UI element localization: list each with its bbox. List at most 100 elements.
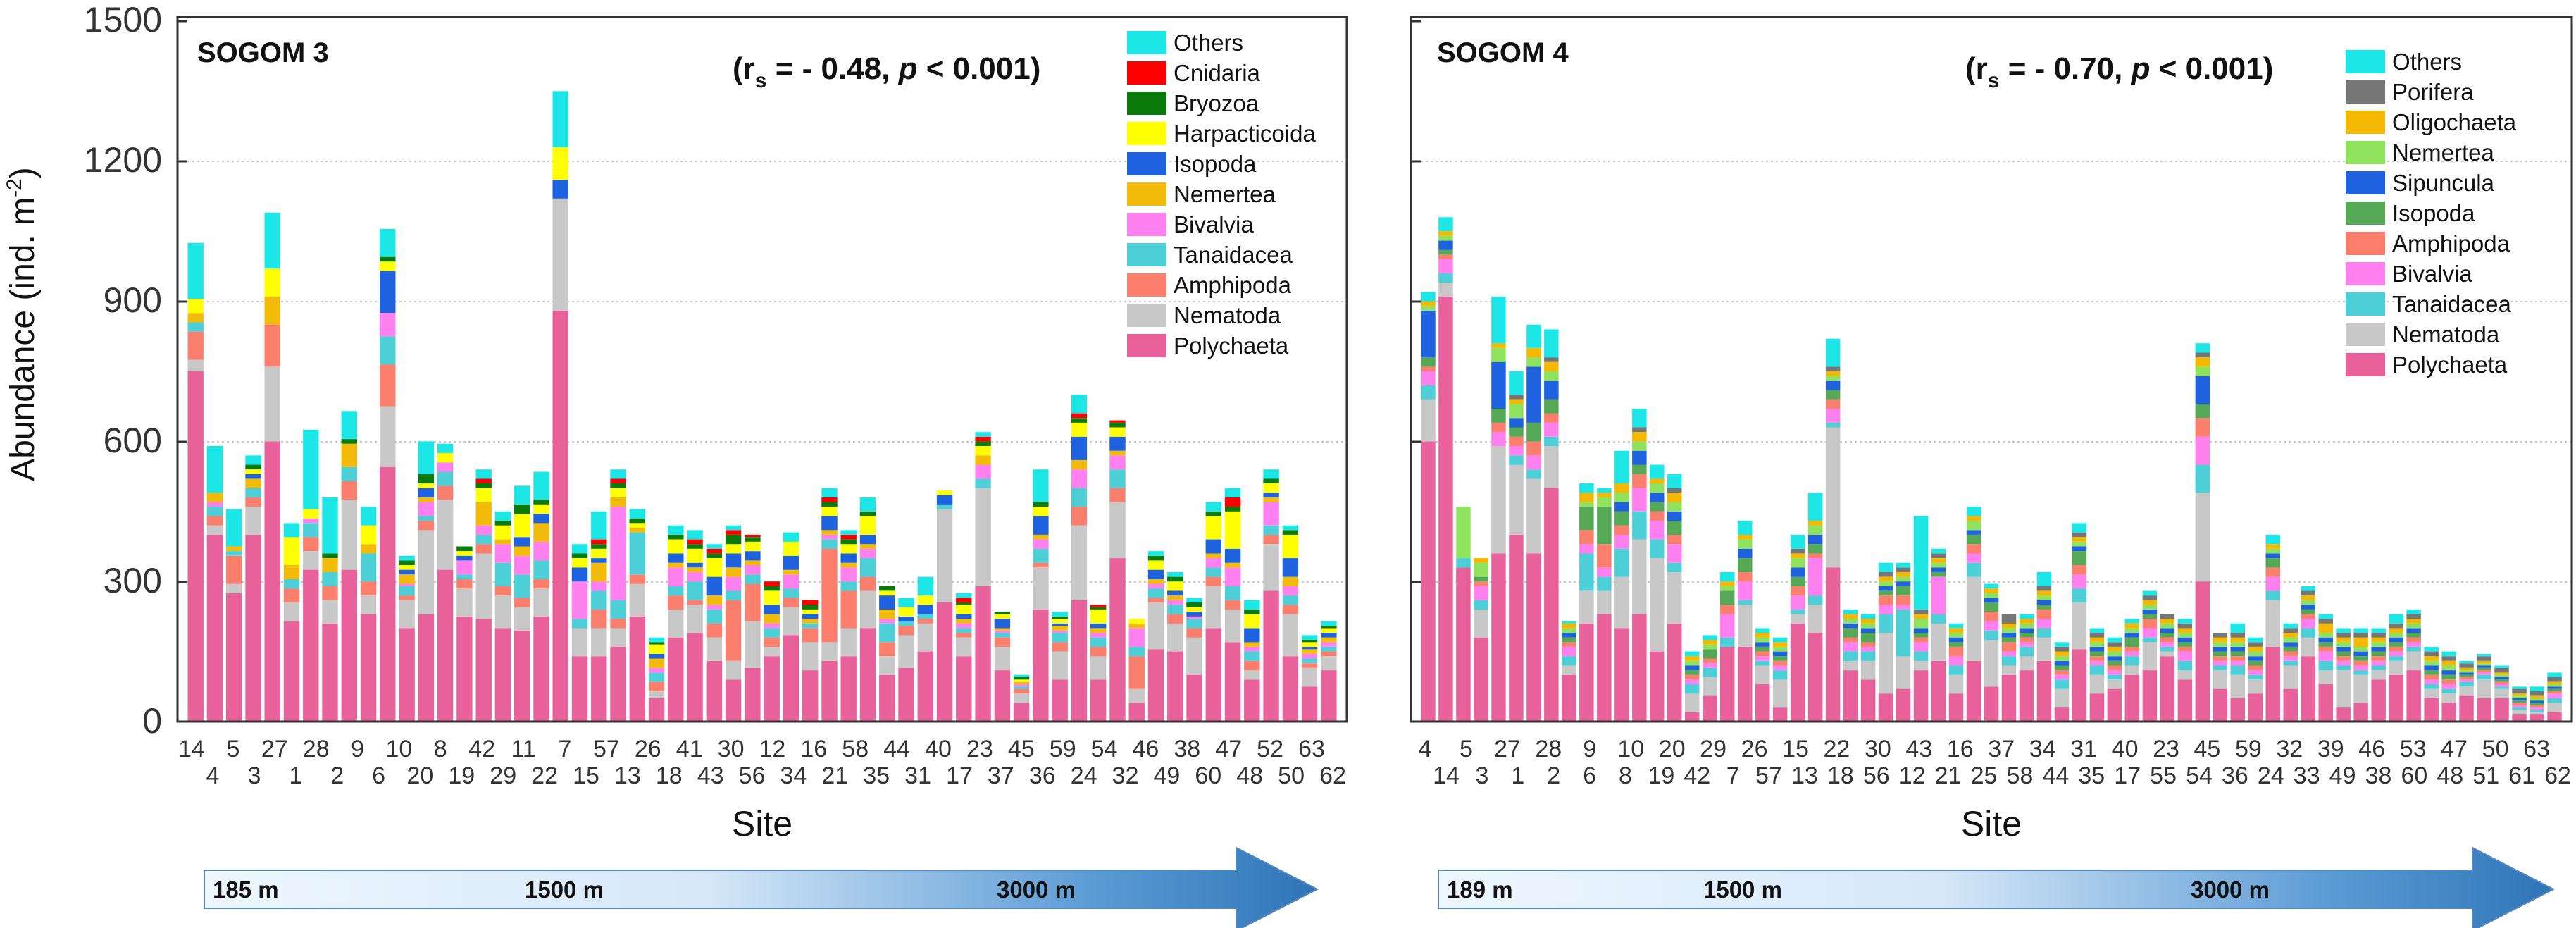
bar-segment-nematoda-58 [2424, 688, 2439, 698]
bar-segment-isopoda-38 [898, 616, 914, 621]
x-tick-label: 46 [1132, 736, 1159, 762]
legend-swatch-sipuncula [2346, 171, 2385, 194]
bar-segment-amphipoda-54 [2353, 660, 2368, 666]
legend-label-amphipoda: Amphipoda [1174, 272, 1292, 298]
bar-segment-polychaeta-39 [917, 651, 933, 722]
bar-segment-others-5 [264, 212, 280, 269]
bar-segment-nematoda-46 [1052, 651, 1068, 680]
bar-segment-oligochaeta-12 [1614, 483, 1629, 493]
bar-segment-amphipoda-65 [2547, 691, 2562, 694]
bar-segment-bryozoa-22 [591, 544, 607, 549]
bar-segment-polychaeta-39 [2089, 693, 2105, 722]
bar-segment-tanaidacea-49 [1109, 469, 1126, 488]
bar-segment-polychaeta-50 [1128, 703, 1145, 722]
x-tick-label: 19 [448, 762, 475, 789]
bar-segment-bivalvia-37 [879, 619, 895, 624]
bar-segment-harpacticoida-41 [956, 605, 972, 614]
bar-segment-polychaeta-27 [687, 633, 703, 722]
bar-segment-tanaidacea-57 [1263, 525, 1279, 535]
bar-segment-bivalvia-48 [1090, 633, 1107, 638]
bar-segment-tanaidacea-20 [1755, 660, 1770, 666]
bar-segment-nematoda-50 [1128, 688, 1145, 703]
bar-segment-oligochaeta-32 [1966, 516, 1981, 521]
x-tick-label: 26 [635, 736, 661, 762]
bar-segment-nemertea-54 [2353, 647, 2368, 652]
bar-segment-tanaidacea-35 [840, 581, 857, 591]
bar-segment-amphipoda-11 [380, 364, 396, 407]
bar-segment-bivalvia-2 [206, 502, 223, 507]
x-tick-label: 45 [2194, 736, 2220, 762]
bar-segment-isopoda-48 [2248, 660, 2263, 666]
bar-segment-polychaeta-17 [494, 628, 511, 722]
bar-segment-amphipoda-61 [2477, 670, 2491, 673]
bar-segment-isopoda-59 [1301, 647, 1318, 650]
bar-segment-porifera-8 [1544, 357, 1559, 362]
bar-segment-isopoda-20 [1755, 647, 1770, 652]
bar-segment-others-6 [283, 523, 300, 538]
bar-segment-bryozoa-17 [494, 521, 511, 526]
bar-segment-tanaidacea-29 [1913, 651, 1929, 661]
bar-segment-nematoda-38 [898, 635, 914, 668]
bar-segment-tanaidacea-47 [1071, 488, 1088, 507]
bar-segment-amphipoda-14 [1650, 511, 1665, 521]
bar-segment-oligochaeta-54 [2353, 637, 2368, 647]
bar-segment-polychaeta-10 [1579, 623, 1594, 722]
bar-segment-oligochaeta-28 [1896, 571, 1911, 577]
bar-segment-amphipoda-28 [1896, 595, 1911, 605]
legend-swatch-harpacticoida [1127, 122, 1166, 145]
legend-swatch-nemertea [1127, 182, 1166, 206]
bar-segment-tanaidacea-28 [1896, 610, 1911, 657]
bar-segment-sipuncula-44 [2177, 637, 2193, 643]
bar-segment-polychaeta-9 [341, 569, 357, 722]
bar-segment-polychaeta-42 [2142, 670, 2158, 722]
bar-segment-porifera-63 [2512, 688, 2527, 694]
bar-segment-amphipoda-50 [2283, 651, 2298, 657]
x-tick-label: 44 [883, 736, 910, 762]
bar-segment-isopoda-18 [1720, 590, 1735, 605]
bar-segment-nematoda-26 [668, 610, 684, 638]
bar-segment-polychaeta-49 [1109, 558, 1126, 722]
bar-segment-amphipoda-41 [2124, 647, 2140, 652]
bar-segment-nemertea-53 [2336, 642, 2351, 647]
bar-segment-amphipoda-62 [2494, 681, 2509, 684]
bar-segment-isopoda-62 [2494, 679, 2509, 682]
bar-segment-bivalvia-38 [2072, 574, 2087, 589]
bar-segment-tanaidacea-43 [2160, 647, 2175, 652]
bar-segment-oligochaeta-36 [2036, 590, 2052, 596]
bar-segment-others-53 [1186, 598, 1202, 602]
bar-segment-polychaeta-16 [1685, 712, 1700, 722]
bar-segment-tanaidacea-9 [1562, 656, 1576, 666]
bar-segment-nematoda-59 [1301, 667, 1318, 687]
bar-segment-others-20 [1755, 628, 1770, 633]
bar-segment-bivalvia-16 [475, 525, 492, 535]
x-tick-label: 14 [178, 736, 205, 762]
bar-segment-bivalvia-28 [706, 605, 723, 610]
bar-segment-bryozoa-13 [418, 474, 435, 484]
bar-segment-bivalvia-34 [2001, 651, 2017, 657]
bar-segment-isopoda-53 [1186, 612, 1202, 617]
bar-segment-tanaidacea-38 [898, 621, 914, 626]
bar-segment-bivalvia-52 [2318, 651, 2333, 661]
bar-segment-tanaidacea-24 [629, 532, 645, 575]
x-tick-label: 30 [718, 736, 745, 762]
bar-segment-harpacticoida-39 [917, 595, 933, 605]
bar-segment-bivalvia-54 [1205, 558, 1221, 568]
bar-segment-sipuncula-15 [1667, 511, 1682, 521]
bar-segment-oligochaeta-29 [1913, 614, 1929, 619]
bar-segment-others-46 [1052, 612, 1068, 617]
bar-segment-polychaeta-5 [1491, 553, 1506, 722]
bar-segment-amphipoda-37 [2054, 670, 2070, 675]
bar-segment-porifera-36 [2036, 586, 2052, 591]
bar-segment-amphipoda-27 [1878, 595, 1893, 605]
bar-segment-others-14 [437, 443, 454, 453]
bar-segment-nemertea-56 [2389, 633, 2403, 638]
stat-p-sogom4: p [2131, 51, 2151, 86]
bar-segment-harpacticoida-6 [283, 537, 300, 565]
bar-segment-harpacticoida-33 [802, 610, 819, 614]
bar-segment-sipuncula-62 [2494, 677, 2509, 680]
bar-segment-nematoda-55 [1224, 610, 1241, 643]
bar-segment-amphipoda-46 [1052, 642, 1068, 652]
legend-label-polychaeta: Polychaeta [1174, 333, 1289, 359]
bar-segment-oligochaeta-4 [1474, 558, 1488, 563]
y-tick-label-300: 300 [104, 561, 162, 600]
